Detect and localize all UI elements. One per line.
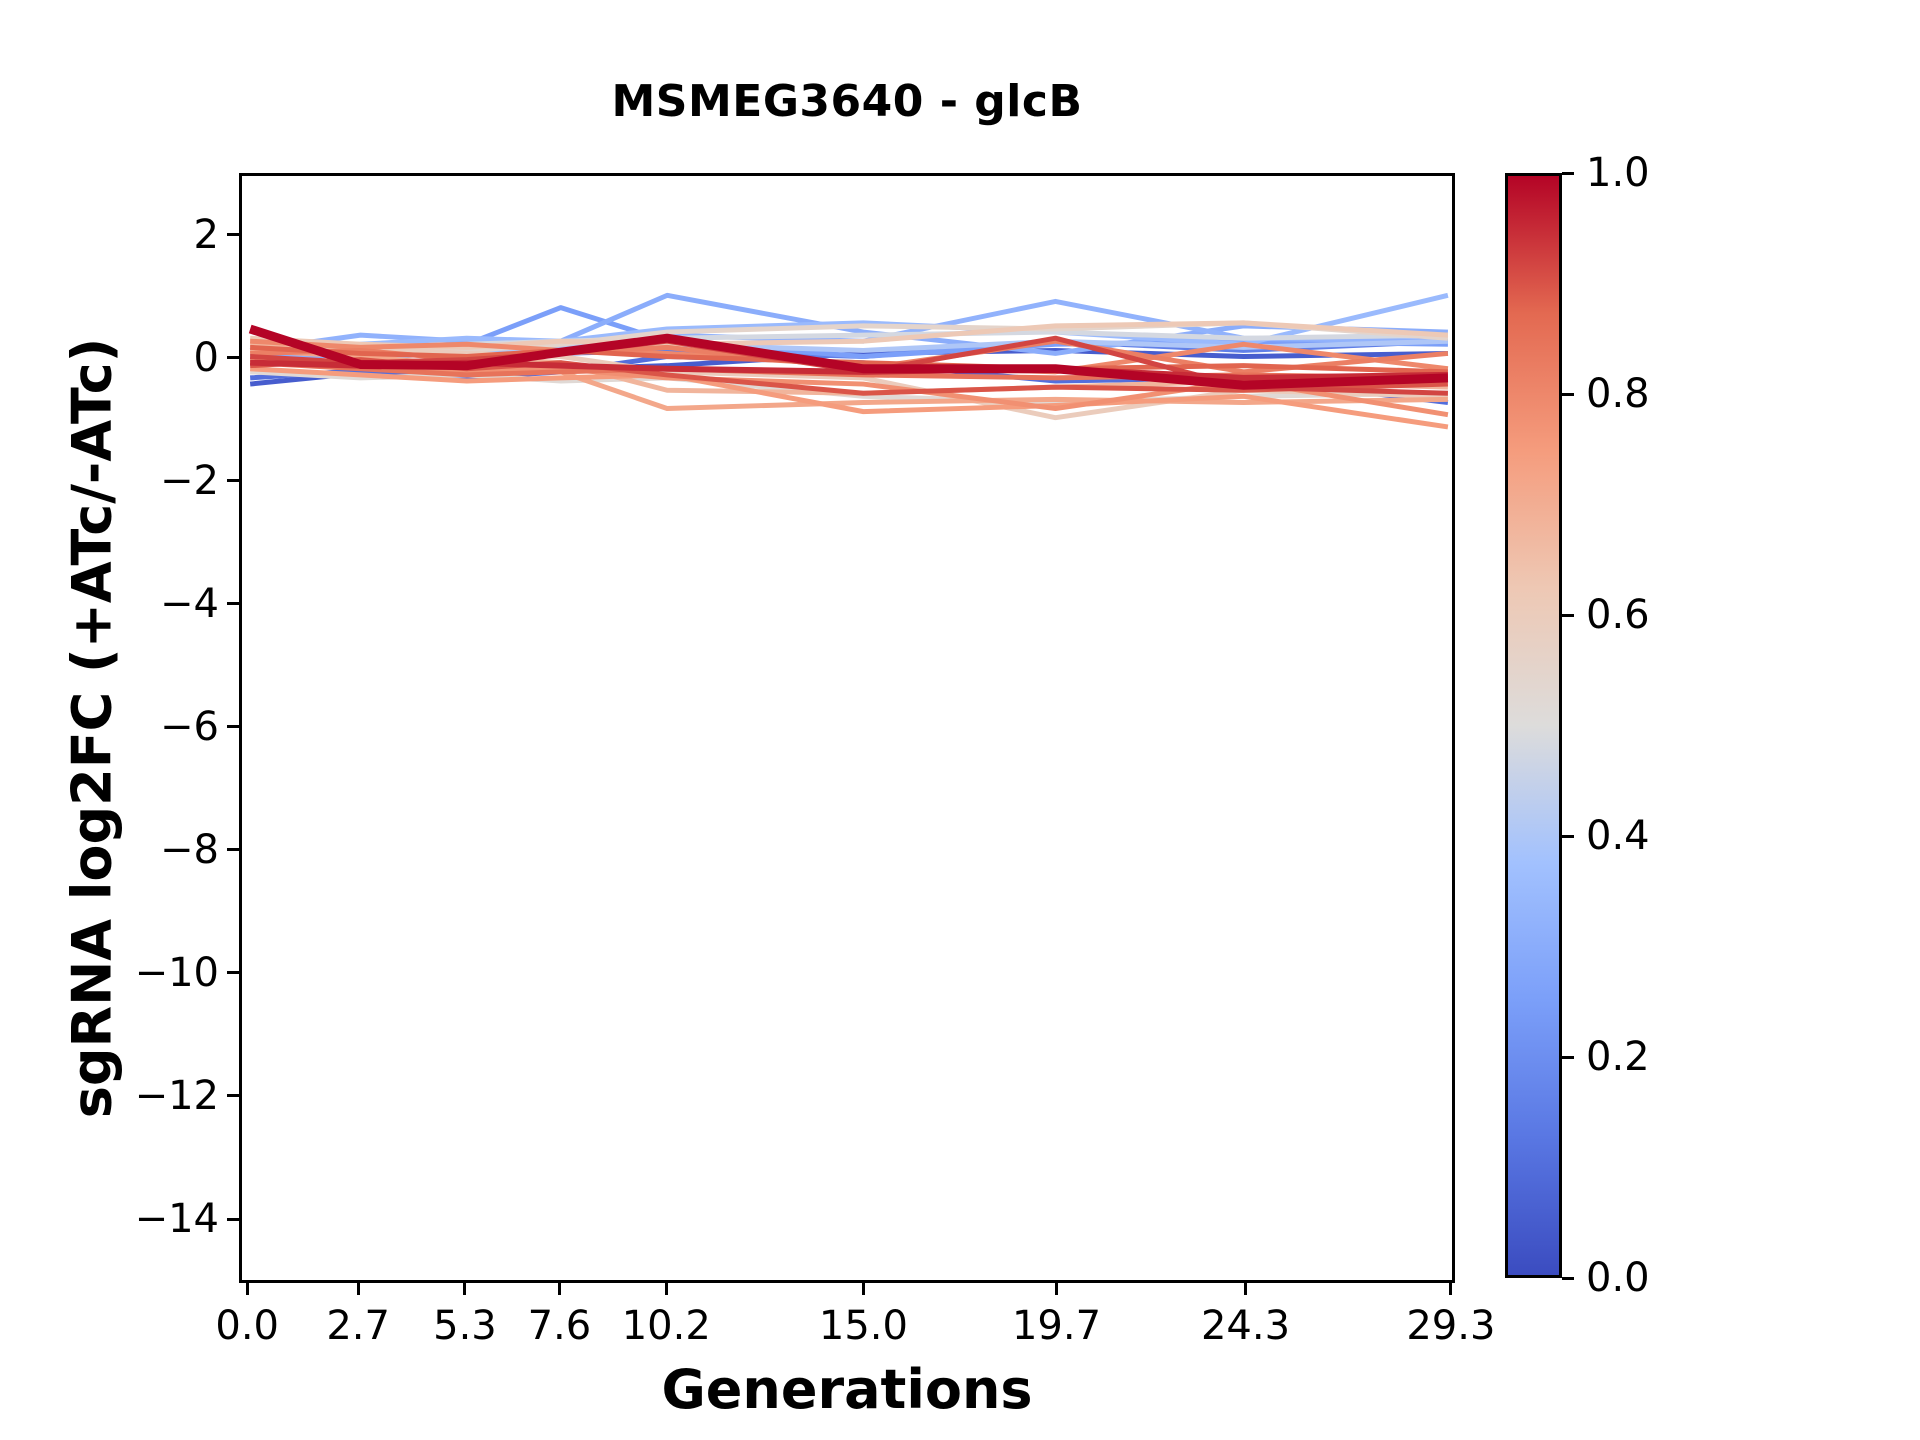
x-tick xyxy=(1449,1283,1453,1295)
y-tick-label: −8 xyxy=(160,826,219,873)
sgrna-line xyxy=(250,344,1448,375)
x-tick-label: 0.0 xyxy=(215,1303,280,1349)
y-tick-label: −4 xyxy=(160,580,219,627)
y-tick xyxy=(227,1094,239,1098)
y-tick-label: −12 xyxy=(134,1072,219,1119)
x-tick xyxy=(1055,1283,1058,1295)
colorbar-tick-label: 0.6 xyxy=(1586,592,1650,638)
y-tick xyxy=(227,479,239,483)
x-tick xyxy=(1243,1283,1247,1295)
x-tick xyxy=(356,1283,360,1295)
x-tick-label: 2.7 xyxy=(326,1303,390,1349)
colorbar-tick xyxy=(1562,834,1574,838)
colorbar xyxy=(1505,173,1562,1278)
colorbar-tick-label: 0.2 xyxy=(1586,1034,1650,1080)
colorbar-tick-label: 0.8 xyxy=(1586,371,1650,417)
y-tick xyxy=(227,725,239,729)
chart-title: MSMEG3640 - glcB xyxy=(611,76,1083,127)
y-tick-label: −6 xyxy=(160,703,219,750)
plot-area xyxy=(239,173,1455,1283)
y-tick xyxy=(227,356,239,360)
x-tick-label: 19.7 xyxy=(1011,1303,1102,1349)
sgrna-line xyxy=(250,292,1449,350)
y-tick-label: 0 xyxy=(193,334,219,381)
colorbar-tick xyxy=(1562,392,1574,396)
x-tick xyxy=(557,1283,561,1295)
x-tick xyxy=(245,1283,249,1295)
x-tick-label: 7.6 xyxy=(527,1303,592,1349)
sgrna-line xyxy=(248,324,1449,390)
y-tick xyxy=(227,971,239,975)
colorbar-tick-label: 0.0 xyxy=(1586,1255,1650,1301)
y-tick xyxy=(227,233,239,237)
x-axis-label: Generations xyxy=(661,1358,1033,1421)
y-tick xyxy=(227,602,239,606)
x-tick-label: 24.3 xyxy=(1200,1303,1291,1349)
y-tick-label: −2 xyxy=(160,457,219,504)
colorbar-tick xyxy=(1562,1055,1574,1059)
colorbar-tick-label: 1.0 xyxy=(1586,150,1650,196)
colorbar-tick xyxy=(1562,613,1574,617)
y-tick-label: −14 xyxy=(134,1196,219,1242)
x-tick xyxy=(664,1283,668,1295)
colorbar-tick xyxy=(1562,1276,1574,1280)
sgrna-line xyxy=(250,338,1449,375)
y-tick-label: −10 xyxy=(134,949,219,996)
x-tick-label: 10.2 xyxy=(621,1303,711,1349)
y-tick xyxy=(227,848,239,852)
colorbar-tick-label: 0.4 xyxy=(1586,813,1650,859)
colorbar-tick xyxy=(1562,171,1574,175)
y-tick-label: 2 xyxy=(193,211,219,258)
colorbar-gradient xyxy=(1508,176,1559,1275)
y-axis-label: sgRNA log2FC (+ATc/-ATc) xyxy=(60,337,124,1119)
y-tick xyxy=(227,1217,239,1221)
sgrna-lines-plot xyxy=(248,292,1449,430)
x-tick xyxy=(861,1283,865,1295)
x-tick-label: 15.0 xyxy=(818,1303,908,1349)
x-tick-label: 5.3 xyxy=(433,1303,497,1349)
x-tick-label: 29.3 xyxy=(1406,1303,1496,1349)
x-tick xyxy=(463,1283,467,1295)
